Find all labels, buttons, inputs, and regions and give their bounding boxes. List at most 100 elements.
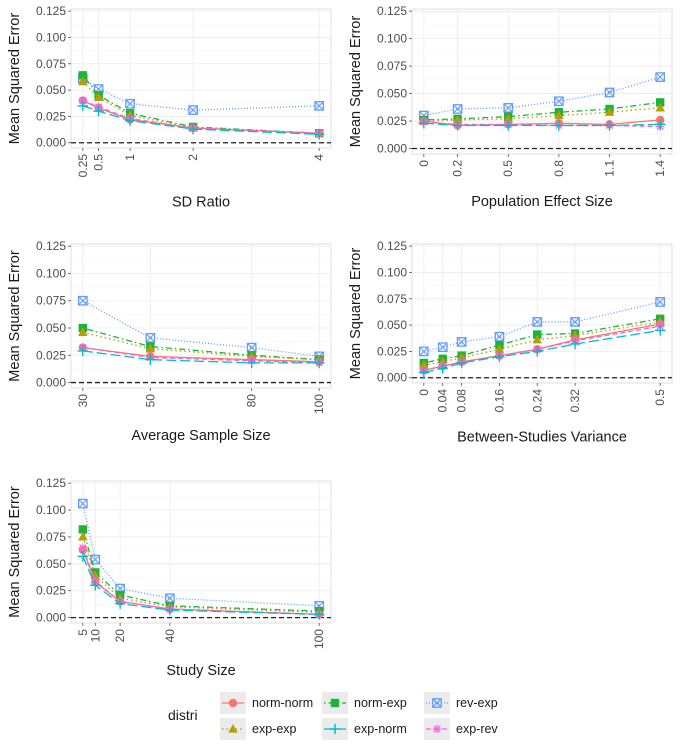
point-exp-norm	[452, 120, 463, 131]
y-tick-label: 0.000	[377, 371, 407, 385]
point-exp-norm	[654, 119, 666, 130]
x-axis-title: Average Sample Size	[131, 428, 270, 444]
point-rev-exp	[452, 104, 463, 114]
line-norm-exp	[423, 101, 661, 121]
x-tick-label: 10	[88, 629, 102, 643]
y-tick-label: 0.125	[36, 239, 66, 253]
point-exp-norm	[418, 367, 430, 378]
point-rev-exp	[314, 101, 325, 111]
series-exp-norm	[418, 118, 666, 131]
y-tick-label: 0.125	[377, 239, 407, 253]
line-rev-exp	[82, 77, 320, 111]
y-tick-label: 0.000	[377, 142, 407, 156]
point-exp-norm	[569, 338, 581, 350]
plot-area	[411, 8, 673, 155]
x-tick-label: 0.16	[492, 389, 506, 413]
point-exp-rev	[78, 543, 88, 552]
series-exp-norm	[418, 325, 666, 378]
point-rev-exp	[532, 317, 543, 327]
legend-label-norm-norm: norm-norm	[252, 696, 313, 710]
legend-marker-norm-exp	[330, 698, 340, 708]
y-tick-label: 0.025	[377, 114, 407, 128]
legend-label-exp-rev: exp-rev	[456, 722, 498, 736]
line-exp-exp	[423, 107, 661, 122]
x-tick-label: 2	[186, 154, 200, 161]
plot-area	[70, 243, 332, 389]
x-tick-label: 40	[163, 629, 177, 643]
point-exp-exp	[532, 334, 543, 344]
point-exp-norm	[604, 120, 615, 131]
legend-marker-norm-norm	[228, 698, 238, 708]
y-tick-label: 0.000	[36, 136, 66, 150]
panel-5: 0.000 0.025 0.050 0.075 0.100 0.125 510 20 40 100…	[7, 476, 332, 679]
plot-area	[70, 480, 332, 624]
x-tick-label: 100	[312, 394, 326, 414]
x-tick-label: 0.08	[455, 389, 469, 413]
point-exp-exp	[494, 344, 505, 353]
point-norm-exp	[655, 98, 665, 107]
line-exp-rev	[82, 346, 320, 364]
point-norm-exp	[78, 71, 88, 80]
point-exp-norm	[418, 118, 430, 129]
x-tick-label: 0	[417, 389, 431, 396]
point-exp-norm	[187, 123, 199, 135]
y-tick-label: 0.000	[36, 611, 66, 625]
x-tick-label: 80	[245, 394, 259, 408]
plot-area	[70, 8, 332, 149]
point-exp-norm	[456, 357, 467, 369]
y-axis-title: Mean Squared Error	[7, 13, 23, 145]
point-exp-rev	[78, 96, 88, 105]
line-norm-exp	[82, 327, 320, 361]
x-tick-label: 0.32	[568, 389, 582, 413]
point-exp-norm	[77, 551, 89, 562]
x-tick-label: 20	[113, 629, 127, 643]
x-tick-label: 30	[76, 394, 90, 408]
y-tick-label: 0.100	[377, 32, 407, 46]
x-axis-title: Between-Studies Variance	[457, 429, 627, 445]
point-exp-norm	[313, 357, 325, 369]
x-tick-label: 0.5	[92, 154, 106, 171]
panel-4: 0.000 0.025 0.050 0.075 0.100 0.125 0 0.04 0.08 0…	[348, 239, 673, 445]
point-exp-norm	[503, 120, 514, 131]
point-exp-exp	[78, 76, 88, 86]
x-tick-label: 0.8	[552, 160, 566, 177]
point-rev-exp	[494, 331, 505, 342]
y-tick-label: 0.125	[36, 4, 66, 18]
point-rev-exp	[503, 103, 514, 113]
point-exp-norm	[145, 354, 156, 365]
x-axis-title: Population Effect Size	[471, 194, 613, 210]
y-axis-title: Mean Squared Error	[7, 486, 23, 618]
point-exp-exp	[503, 113, 514, 123]
y-axis-title: Mean Squared Error	[7, 250, 23, 382]
y-tick-label: 0.000	[36, 376, 66, 390]
y-tick-label: 0.050	[377, 87, 407, 101]
series-rev-exp	[418, 297, 666, 357]
legend-label-exp-norm: exp-norm	[354, 722, 407, 736]
point-exp-norm	[494, 351, 505, 362]
point-exp-exp	[78, 531, 88, 541]
point-exp-norm	[77, 345, 89, 357]
point-rev-exp	[604, 87, 615, 98]
x-tick-label: 0.04	[436, 389, 450, 413]
y-tick-label: 0.075	[36, 294, 66, 308]
legend-marker-exp-rev	[432, 724, 442, 734]
point-rev-exp	[570, 317, 580, 327]
x-tick-label: 0	[417, 160, 431, 167]
y-tick-label: 0.075	[36, 530, 66, 544]
panel-1: 0.000 0.025 0.050 0.075 0.100 0.125 0.25 0.5 1 2 4…	[7, 4, 332, 210]
series-exp-norm	[77, 100, 325, 140]
panel-3: 0.000 0.025 0.050 0.075 0.100 0.125 30 50 80 100 A…	[7, 239, 332, 444]
legend-label-rev-exp: rev-exp	[456, 696, 498, 710]
legend-marker-exp-exp	[228, 724, 238, 733]
point-exp-exp	[655, 102, 665, 112]
y-tick-label: 0.125	[36, 476, 66, 490]
x-tick-label: 1.1	[603, 160, 617, 177]
line-exp-exp	[82, 536, 320, 613]
point-exp-exp	[93, 92, 104, 102]
plot-area	[411, 243, 673, 384]
point-rev-exp	[554, 96, 564, 107]
legend-title: distri	[168, 707, 198, 723]
point-exp-norm	[77, 100, 89, 112]
point-exp-norm	[553, 120, 565, 131]
y-tick-label: 0.050	[36, 83, 66, 97]
